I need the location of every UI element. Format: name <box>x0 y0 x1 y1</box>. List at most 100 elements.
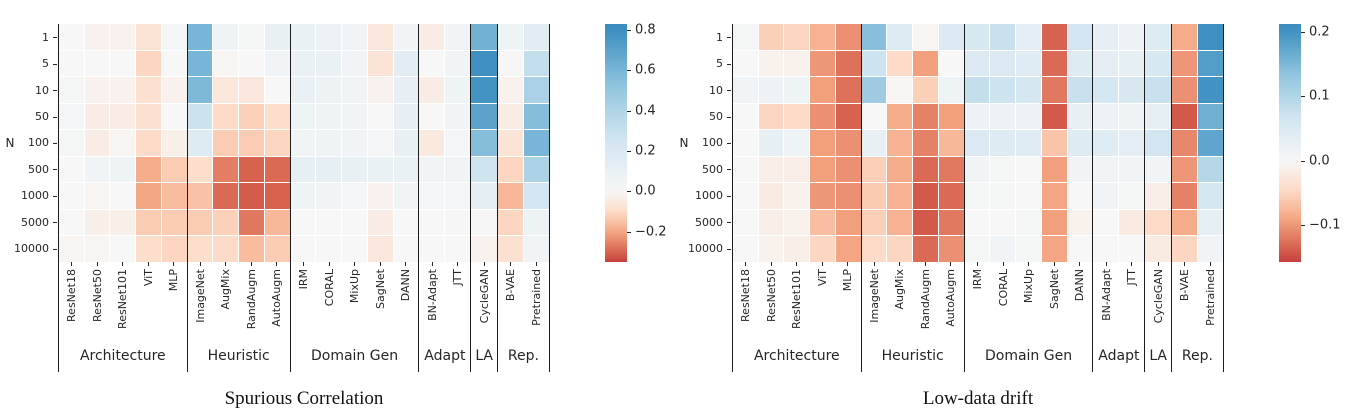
heatmap-cell <box>758 130 784 156</box>
x-tick-label: CORAL <box>996 269 1010 307</box>
heatmap-cells <box>419 24 471 262</box>
x-tick: ResNet101 <box>110 262 136 340</box>
heatmap-cell <box>342 24 367 50</box>
heatmap-cell <box>990 130 1016 156</box>
x-tick-label: MLP <box>167 269 181 292</box>
heatmap-cell <box>758 209 784 236</box>
x-tick-mark <box>431 262 433 266</box>
method-group-adapt: BN-Adapt JTT Adapt <box>418 24 471 372</box>
x-tick-label: CycleGAN <box>1151 269 1165 324</box>
x-tick-label: SagNet <box>373 269 387 310</box>
x-tick-label: Pretrained <box>529 269 543 326</box>
heatmap-cell <box>316 24 342 50</box>
x-tick-labels: ImageNet AugMix RandAugm AutoAugm <box>187 262 290 340</box>
method-group-heuristic: ImageNet AugMix RandAugm AutoAugm Heuristic <box>186 24 290 372</box>
x-tick-label: IRM <box>297 269 310 290</box>
x-tick-mark <box>1028 262 1030 266</box>
heatmap-cell <box>1067 209 1093 236</box>
heatmap-cell <box>419 156 445 183</box>
heatmap-cell <box>393 50 419 77</box>
heatmap-cell <box>239 24 264 50</box>
heatmap-cell <box>290 50 316 77</box>
method-group-la: CycleGAN LA <box>1144 24 1171 372</box>
heatmap-cell <box>733 209 758 236</box>
heatmap-cell <box>887 103 913 130</box>
heatmap-cell <box>938 156 964 183</box>
y-tick-label: 100 <box>20 130 58 156</box>
x-tick-label: AugMix <box>219 269 233 310</box>
x-tick: Pretrained <box>1197 262 1223 340</box>
heatmap-cell <box>990 77 1016 103</box>
heatmap-cell <box>84 236 110 262</box>
x-tick: IRM <box>965 262 991 340</box>
heatmap-cell <box>419 183 445 209</box>
heatmap-cell <box>861 130 887 156</box>
heatmap-cell <box>1041 156 1067 183</box>
heatmap-cell <box>1145 236 1171 262</box>
heatmap-cell <box>835 209 861 236</box>
heatmap-cell <box>1171 209 1197 236</box>
x-tick-label: MLP <box>841 269 855 292</box>
heatmap-cell <box>264 156 290 183</box>
group-label: LA <box>1149 348 1168 364</box>
heatmap-cell <box>758 183 784 209</box>
heatmap-cell <box>1145 183 1171 209</box>
colorbar-tick-mark <box>627 30 631 32</box>
subplot-spurious-correlation: N 1 5 10 50 100 500 1000 5000 10000 ResNet18 ResN… <box>6 24 667 409</box>
x-tick-label: BN-Adapt <box>425 269 439 321</box>
heatmap-cell <box>835 156 861 183</box>
heatmap-cell <box>471 103 497 130</box>
heatmap-cell <box>419 130 445 156</box>
heatmap-cell <box>913 103 938 130</box>
x-tick-label: AugMix <box>893 269 907 310</box>
heatmap-cell <box>1197 130 1223 156</box>
x-tick-mark <box>71 262 73 266</box>
subplot-low-data-drift: N 1 5 10 50 100 500 1000 5000 10000 ResNet18 ResN… <box>674 0 1348 420</box>
heatmap-cell <box>316 183 342 209</box>
heatmap-cell <box>1016 50 1041 77</box>
y-tick-label: 1000 <box>20 183 58 209</box>
heatmap-cell <box>758 77 784 103</box>
colorbar-tick-mark <box>627 191 631 193</box>
colorbar-tick-mark <box>627 151 631 153</box>
heatmap-cell <box>1093 103 1119 130</box>
heatmap-cell <box>497 50 523 77</box>
heatmap-cell <box>1093 77 1119 103</box>
x-tick-labels: ImageNet AugMix RandAugm AutoAugm <box>861 262 964 340</box>
x-tick-mark <box>96 262 98 266</box>
heatmap-cell <box>367 77 393 103</box>
heatmap-cell <box>187 156 213 183</box>
colorbar-tick-mark <box>627 110 631 112</box>
x-tick-labels: CycleGAN <box>1145 262 1171 340</box>
heatmap-cell <box>938 236 964 262</box>
heatmap-cell <box>136 50 161 77</box>
heatmap-cell <box>1067 103 1093 130</box>
heatmap-cell <box>187 130 213 156</box>
heatmap-cell <box>497 209 523 236</box>
heatmap-cell <box>1067 50 1093 77</box>
group-label: Rep. <box>1181 348 1213 364</box>
heatmap-cells <box>1145 24 1171 262</box>
heatmap-cell <box>316 156 342 183</box>
heatmap-cell <box>213 236 239 262</box>
y-tick-label: 50 <box>694 103 732 129</box>
x-tick-label: BN-Adapt <box>1099 269 1113 321</box>
x-tick-mark <box>328 262 330 266</box>
heatmap-cell <box>342 183 367 209</box>
heatmap-cell <box>1041 236 1067 262</box>
heatmap-cell <box>471 236 497 262</box>
x-tick: ViT <box>136 262 162 340</box>
heatmap-cell <box>758 50 784 77</box>
heatmap-cell <box>861 209 887 236</box>
heatmap-cell <box>110 103 136 130</box>
heatmap-cell <box>861 24 887 50</box>
heatmap-cell <box>1145 50 1171 77</box>
heatmap-cell <box>1041 209 1067 236</box>
heatmap-cell <box>342 236 367 262</box>
heatmap-cell <box>913 183 938 209</box>
heatmap-cell <box>161 209 187 236</box>
colorbar-tick-label: 0.0 <box>1309 153 1330 169</box>
heatmap-cell <box>1171 24 1197 50</box>
heatmap-cell <box>1197 236 1223 262</box>
heatmap-cell <box>810 183 835 209</box>
